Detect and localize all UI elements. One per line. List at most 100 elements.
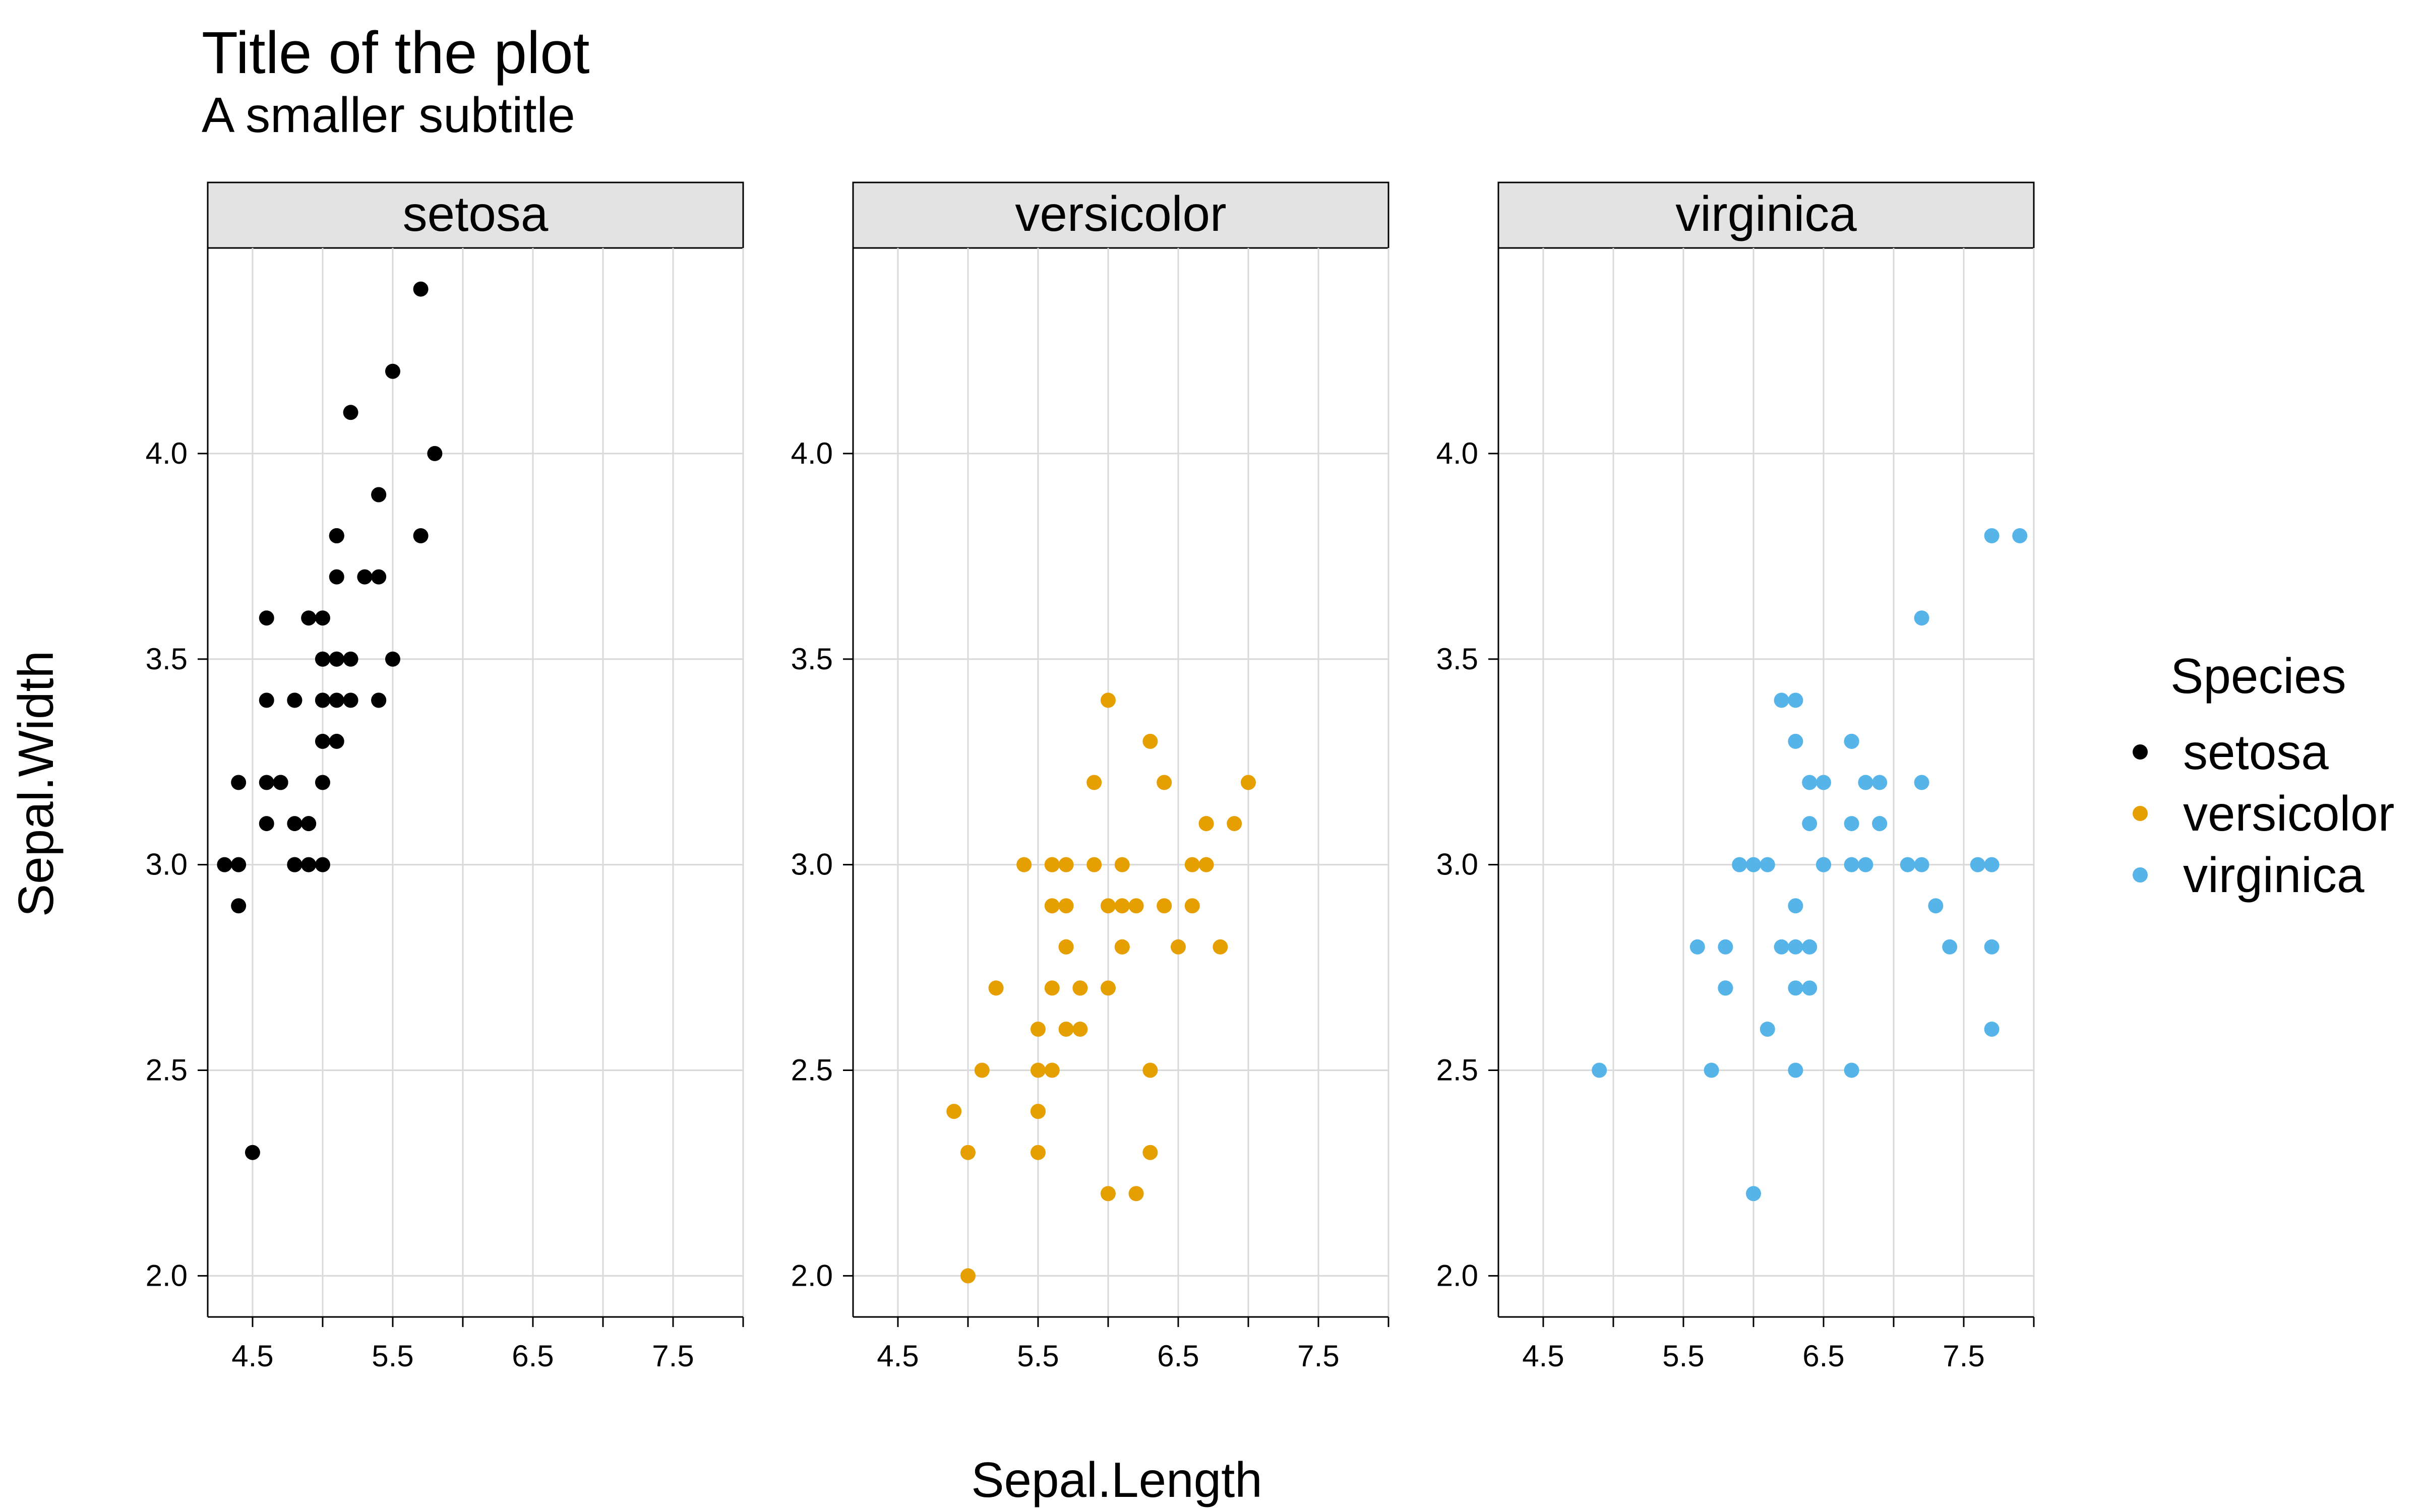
facet-strip (1497, 181, 2035, 249)
legend-label-versicolor: versicolor (2183, 786, 2394, 841)
data-point-setosa (343, 692, 358, 708)
data-point-setosa (315, 692, 330, 708)
y-tick-label: 2.5 (1436, 1053, 1478, 1087)
data-point-versicolor (974, 1062, 990, 1078)
data-point-virginica (1718, 939, 1733, 955)
data-point-setosa (231, 898, 247, 914)
data-point-virginica (1858, 775, 1873, 790)
data-point-setosa (427, 446, 443, 461)
data-point-virginica (1802, 775, 1818, 790)
data-point-versicolor (1058, 1021, 1074, 1037)
data-point-virginica (1942, 939, 1958, 955)
data-point-setosa (357, 569, 373, 585)
data-point-setosa (343, 651, 358, 667)
y-tick-label: 4.0 (791, 436, 833, 470)
data-point-versicolor (1044, 857, 1060, 872)
data-point-setosa (371, 692, 387, 708)
data-point-versicolor (1198, 816, 1214, 832)
data-point-versicolor (1114, 898, 1130, 914)
data-point-setosa (301, 816, 317, 832)
facet-panel-virginica: virginica 4.5 5.5 6.5 7.5 2.0 2.5 3.0 3.5 4.0 (1436, 181, 2035, 1373)
data-point-setosa (315, 651, 330, 667)
data-point-virginica (1745, 857, 1761, 872)
data-point-versicolor (1184, 898, 1200, 914)
data-point-virginica (1802, 980, 1818, 996)
y-tick-label: 3.0 (1436, 848, 1478, 881)
data-point-virginica (1788, 939, 1803, 955)
data-point-setosa (287, 816, 302, 832)
data-point-virginica (1774, 692, 1789, 708)
data-point-virginica (1760, 1021, 1775, 1037)
x-tick-label: 5.5 (1017, 1339, 1059, 1373)
data-point-versicolor (1030, 1145, 1046, 1160)
data-point-virginica (1984, 857, 2000, 872)
data-point-versicolor (960, 1268, 976, 1284)
data-point-setosa (315, 733, 330, 749)
x-tick-label: 6.5 (1157, 1339, 1199, 1373)
data-point-versicolor (946, 1104, 962, 1119)
data-point-virginica (1844, 1062, 1859, 1078)
x-tick-label: 6.5 (512, 1339, 554, 1373)
data-point-setosa (287, 692, 302, 708)
y-tick-label: 4.0 (146, 436, 188, 470)
y-tick-label: 4.0 (1436, 436, 1478, 470)
data-point-virginica (1928, 898, 1944, 914)
data-point-virginica (1984, 528, 2000, 544)
data-point-versicolor (1240, 775, 1256, 790)
x-tick-label: 6.5 (1802, 1339, 1844, 1373)
data-point-versicolor (1058, 857, 1074, 872)
data-point-versicolor (1142, 733, 1158, 749)
data-point-versicolor (1142, 1145, 1158, 1160)
legend-key-virginica (2133, 867, 2148, 883)
data-point-virginica (1816, 857, 1831, 872)
data-point-versicolor (1072, 1021, 1088, 1037)
x-tick-label: 7.5 (652, 1339, 694, 1373)
data-point-versicolor (1086, 775, 1102, 790)
data-point-versicolor (1142, 1062, 1158, 1078)
data-point-virginica (1592, 1062, 1607, 1078)
data-point-setosa (385, 363, 400, 379)
legend-key-setosa (2133, 744, 2148, 760)
data-point-virginica (1788, 980, 1803, 996)
x-tick-label: 5.5 (1662, 1339, 1704, 1373)
data-point-setosa (329, 569, 344, 585)
data-point-virginica (1704, 1062, 1719, 1078)
data-point-versicolor (1157, 898, 1172, 914)
data-point-virginica (1802, 816, 1818, 832)
data-point-versicolor (1227, 816, 1242, 832)
data-point-virginica (1984, 1021, 2000, 1037)
data-point-virginica (1732, 857, 1747, 872)
x-tick-label: 4.5 (231, 1339, 273, 1373)
x-axis-label: Sepal.Length (971, 1452, 1262, 1507)
data-point-versicolor (1016, 857, 1032, 872)
data-point-setosa (301, 857, 317, 872)
data-point-versicolor (1030, 1062, 1046, 1078)
facet-panel-versicolor: versicolor 4.5 5.5 6.5 7.5 2.0 2.5 3.0 3.5 4.0 (791, 181, 1389, 1373)
data-point-versicolor (1100, 692, 1116, 708)
data-point-setosa (259, 775, 274, 790)
data-point-versicolor (1157, 775, 1172, 790)
x-tick-label: 5.5 (372, 1339, 413, 1373)
legend-title: Species (2170, 648, 2346, 704)
legend-label-virginica: virginica (2183, 847, 2365, 903)
x-tick-label: 7.5 (1297, 1339, 1339, 1373)
y-tick-label: 3.0 (791, 848, 833, 881)
data-point-virginica (1914, 610, 1929, 626)
y-tick-label: 2.5 (146, 1053, 188, 1087)
data-point-virginica (1745, 1186, 1761, 1202)
y-tick-label: 2.0 (146, 1258, 188, 1292)
data-point-setosa (329, 692, 344, 708)
data-point-versicolor (1114, 939, 1130, 955)
y-axis-label: Sepal.Width (8, 651, 64, 917)
chart-title: Title of the plot (202, 20, 590, 86)
y-tick-label: 3.0 (146, 848, 188, 881)
data-point-versicolor (1058, 898, 1074, 914)
data-point-setosa (259, 610, 274, 626)
x-tick-label: 4.5 (877, 1339, 919, 1373)
data-point-setosa (315, 857, 330, 872)
data-point-setosa (343, 405, 358, 420)
data-point-versicolor (1100, 1186, 1116, 1202)
data-point-virginica (1844, 816, 1859, 832)
data-point-setosa (231, 857, 247, 872)
